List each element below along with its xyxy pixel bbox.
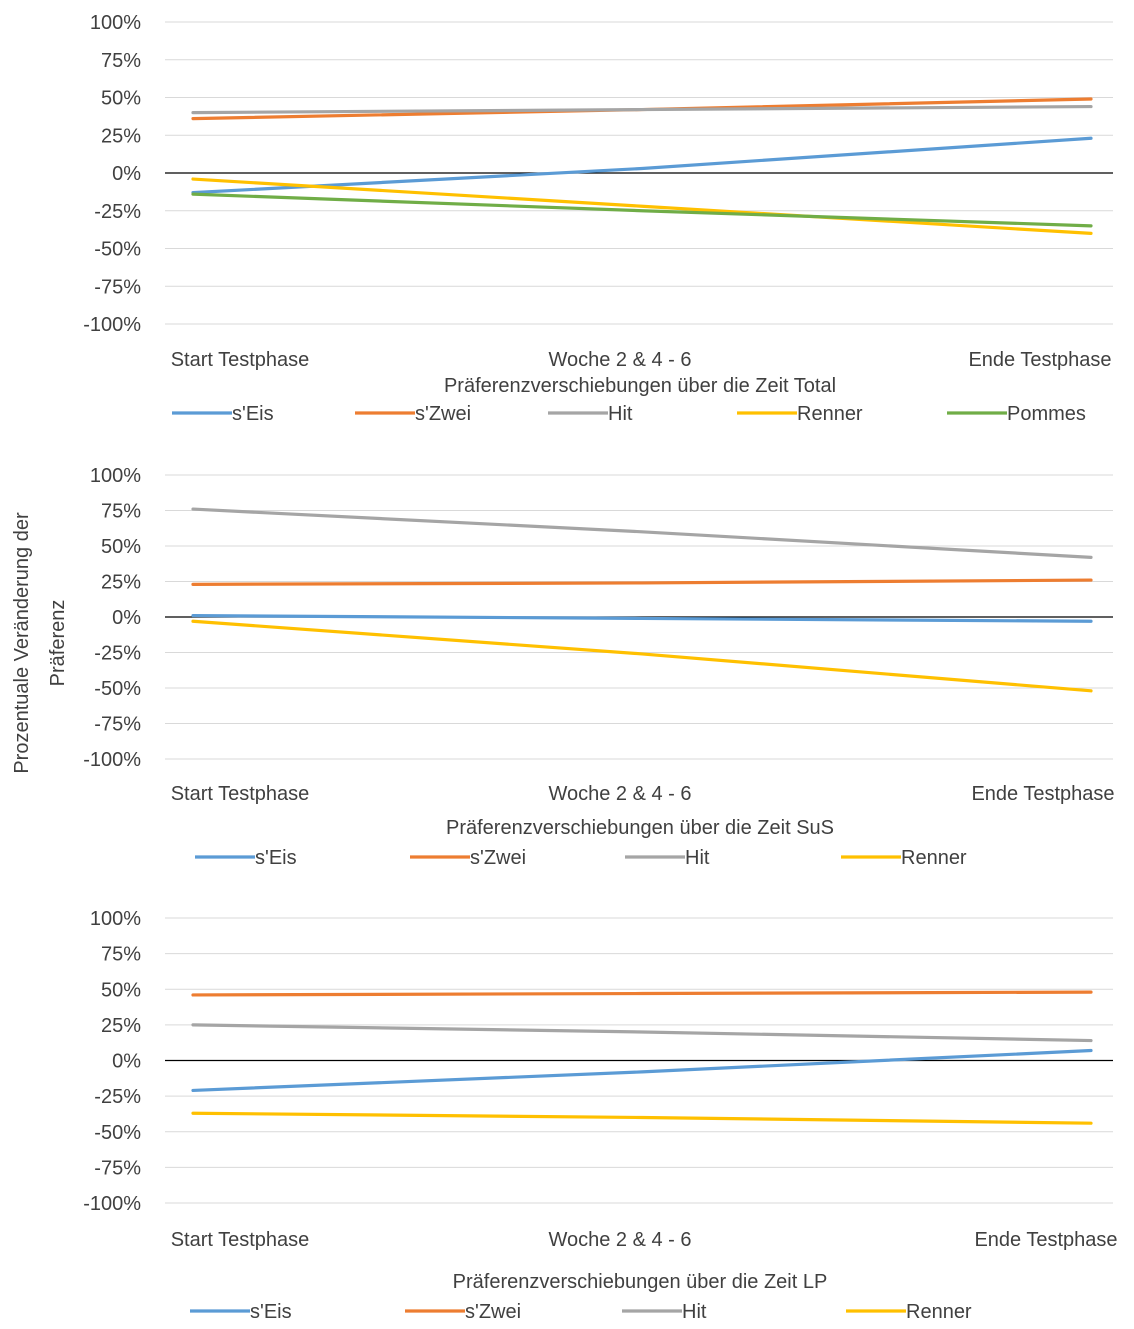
chart-2: 100% 75% 50% 25% 0% -25% -50% -75% -100% Start Te… <box>83 465 1114 869</box>
y-tick-label: -50% <box>94 1122 141 1144</box>
legend-item: s'Eis <box>195 847 297 869</box>
chart-title: Präferenzverschiebungen über die Zeit To… <box>444 375 836 397</box>
legend-label: s'Eis <box>232 403 274 425</box>
chart-1: 100% 75% 50% 25% 0% -25% -50% -75% -100% Start Te… <box>83 12 1113 425</box>
series-line-renner <box>191 1111 1093 1125</box>
x-tick-label: Woche 2 & 4 - 6 <box>548 783 691 805</box>
legend-label: Renner <box>906 1301 972 1323</box>
y-axis-label-line-1: Prozentuale Veränderung der <box>11 512 33 774</box>
y-tick-label: -100% <box>83 749 141 771</box>
legend-label: s'Zwei <box>415 403 471 425</box>
y-tick-label: 100% <box>90 465 141 487</box>
y-tick-label: 75% <box>101 501 141 523</box>
x-tick-label: Start Testphase <box>171 783 310 805</box>
y-tick-label: -25% <box>94 643 141 665</box>
y-tick-label: 100% <box>90 908 141 930</box>
series-line-renner <box>191 177 1093 235</box>
y-tick-label: 25% <box>101 572 141 594</box>
y-tick-label: -100% <box>83 1193 141 1215</box>
y-tick-label: -50% <box>94 239 141 261</box>
legend-item: Renner <box>737 403 863 425</box>
y-tick-label: -50% <box>94 678 141 700</box>
legend-label: Pommes <box>1007 403 1086 425</box>
legend-item: Hit <box>625 847 710 869</box>
x-tick-label: Woche 2 & 4 - 6 <box>548 349 691 371</box>
y-tick-label: 75% <box>101 50 141 72</box>
legend-item: Renner <box>846 1301 972 1323</box>
legend-item: Pommes <box>947 403 1086 425</box>
legend-label: Renner <box>901 847 967 869</box>
legend-item: Hit <box>548 403 633 425</box>
series-line-renner <box>191 619 1093 693</box>
legend-item: Renner <box>841 847 967 869</box>
y-tick-label: -25% <box>94 201 141 223</box>
y-tick-label: 25% <box>101 125 141 147</box>
y-tick-label: 0% <box>112 607 141 629</box>
legend-item: s'Eis <box>172 403 274 425</box>
y-tick-label: 50% <box>101 88 141 110</box>
legend-item: s'Zwei <box>355 403 471 425</box>
series-line-s-zwei <box>191 990 1093 997</box>
legend-label: s'Zwei <box>470 847 526 869</box>
y-tick-label: -25% <box>94 1086 141 1108</box>
legend-label: Renner <box>797 403 863 425</box>
y-tick-label: -75% <box>94 276 141 298</box>
y-tick-label: -100% <box>83 314 141 336</box>
series-line-hit <box>191 104 1093 115</box>
legend-item: s'Zwei <box>410 847 526 869</box>
legend-label: s'Eis <box>255 847 297 869</box>
legend-label: Hit <box>682 1301 707 1323</box>
legend-item: s'Eis <box>190 1301 292 1323</box>
x-tick-label: Ende Testphase <box>971 783 1114 805</box>
series-line-s-eis <box>191 1048 1093 1093</box>
x-tick-label: Start Testphase <box>171 1229 310 1251</box>
y-tick-label: 0% <box>112 163 141 185</box>
x-tick-label: Ende Testphase <box>968 349 1111 371</box>
series-line-pommes <box>191 192 1093 228</box>
legend-item: s'Zwei <box>405 1301 521 1323</box>
y-tick-label: 75% <box>101 944 141 966</box>
series-line-hit <box>191 1023 1093 1043</box>
series-line-hit <box>191 507 1093 559</box>
y-tick-label: 25% <box>101 1015 141 1037</box>
series-line-s-eis <box>191 613 1093 623</box>
y-tick-label: 100% <box>90 12 141 34</box>
y-tick-label: 0% <box>112 1051 141 1073</box>
x-tick-label: Woche 2 & 4 - 6 <box>548 1229 691 1251</box>
chart-title: Präferenzverschiebungen über die Zeit Su… <box>446 817 834 839</box>
y-tick-label: -75% <box>94 1157 141 1179</box>
y-tick-label: 50% <box>101 979 141 1001</box>
x-tick-label: Ende Testphase <box>974 1229 1117 1251</box>
legend-label: Hit <box>685 847 710 869</box>
legend-label: s'Eis <box>250 1301 292 1323</box>
y-axis-label-line-2: Präferenz <box>47 600 69 687</box>
series-line-s-zwei <box>191 578 1093 586</box>
y-tick-label: 50% <box>101 536 141 558</box>
x-tick-label: Start Testphase <box>171 349 310 371</box>
chart-3: 100% 75% 50% 25% 0% -25% -50% -75% -100% Start Te… <box>83 908 1117 1323</box>
series-line-s-eis <box>191 136 1093 195</box>
legend-label: s'Zwei <box>465 1301 521 1323</box>
chart-title: Präferenzverschiebungen über die Zeit LP <box>453 1271 828 1293</box>
legend-item: Hit <box>622 1301 707 1323</box>
legend-label: Hit <box>608 403 633 425</box>
y-tick-label: -75% <box>94 714 141 736</box>
